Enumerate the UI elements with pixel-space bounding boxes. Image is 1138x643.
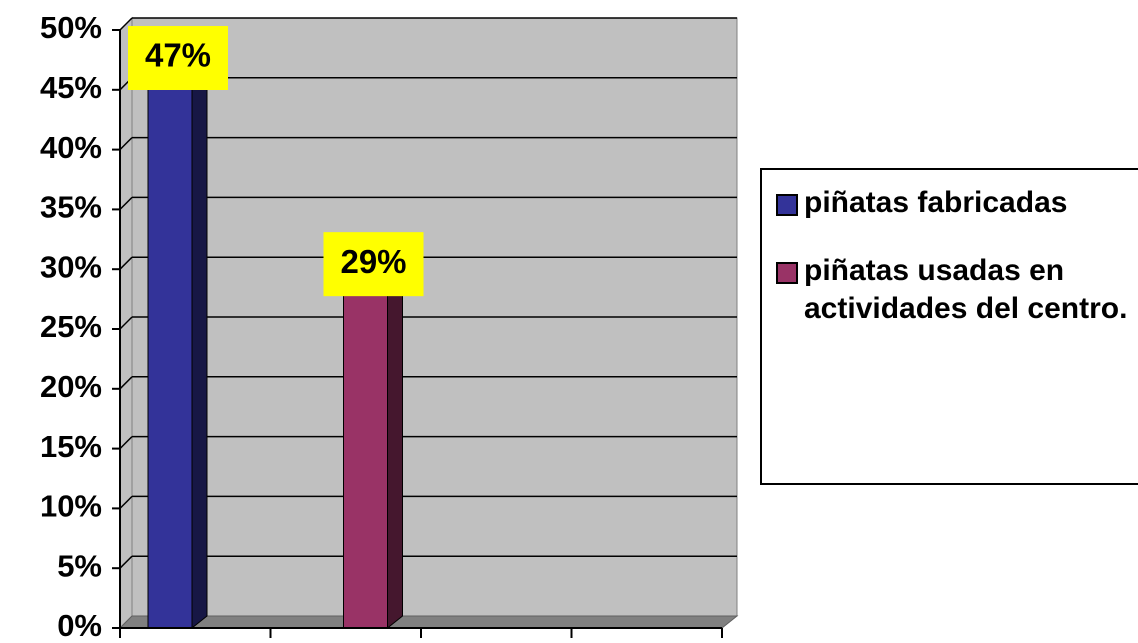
grid	[119, 17, 737, 569]
legend: piñatas fabricadas piñatas usadas en acti…	[760, 168, 1138, 485]
y-tick-label: 5%	[57, 548, 102, 583]
y-tick-label: 35%	[40, 190, 102, 225]
legend-label: piñatas usadas en actividades del centro…	[804, 254, 1128, 325]
y-tick-label: 10%	[40, 489, 102, 524]
grid-line	[119, 316, 133, 330]
grid-line	[119, 376, 133, 390]
legend-entry: piñatas usadas en actividades del centro…	[776, 252, 1138, 328]
legend-entry: piñatas fabricadas	[776, 184, 1138, 222]
y-tick-label: 30%	[40, 249, 102, 284]
data-label-bg	[128, 26, 228, 90]
legend-swatch	[776, 262, 798, 284]
grid-line	[119, 17, 133, 31]
legend-label: piñatas fabricadas	[804, 186, 1068, 219]
y-tick-label: 50%	[40, 10, 102, 45]
y-tick-label: 40%	[40, 130, 102, 165]
bar	[343, 280, 388, 629]
grid-line	[119, 436, 133, 450]
grid-line	[119, 555, 133, 569]
grid-line	[119, 196, 133, 210]
y-tick-label: 45%	[40, 70, 102, 105]
y-tick-label: 0%	[57, 608, 102, 643]
bar-side	[191, 52, 208, 630]
grid-line	[119, 495, 133, 509]
data-label-bg	[323, 232, 424, 297]
data-label: 47%	[145, 37, 211, 74]
chart: 47% 29% 0% 5% 10% 15% 20% 25% 30% 35% 40% 45% 50%	[40, 10, 739, 643]
y-tick-label: 15%	[40, 429, 102, 464]
bar	[147, 65, 193, 629]
grid-line	[119, 137, 133, 151]
data-label: 29%	[340, 243, 406, 280]
bars: 47% 29%	[128, 26, 424, 630]
y-tick-label: 25%	[40, 309, 102, 344]
grid-line	[119, 256, 133, 270]
y-tick-label: 20%	[40, 369, 102, 404]
bar-side	[387, 268, 403, 630]
legend-swatch	[776, 194, 798, 216]
floor	[118, 615, 739, 629]
